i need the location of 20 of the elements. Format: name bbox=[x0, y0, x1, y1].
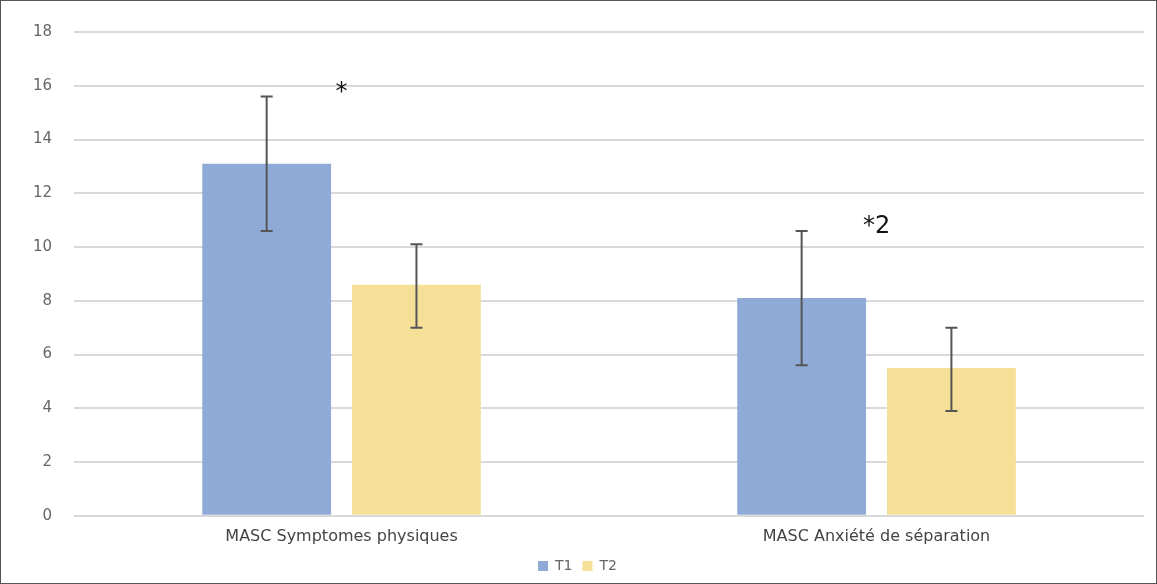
annotation: *2 bbox=[862, 211, 891, 240]
bar bbox=[737, 298, 867, 515]
y-tick-label: 16 bbox=[32, 75, 53, 94]
y-tick-label: 8 bbox=[42, 290, 53, 309]
legend-label: T2 bbox=[598, 556, 617, 573]
y-tick-label: 2 bbox=[42, 451, 53, 470]
y-tick-label: 18 bbox=[32, 21, 53, 40]
y-tick-label: 4 bbox=[42, 398, 53, 417]
y-tick-label: 0 bbox=[42, 505, 53, 524]
y-tick-label: 12 bbox=[32, 183, 53, 202]
x-tick-label: MASC Symptomes physiques bbox=[225, 525, 458, 545]
x-tick-label: MASC Anxiété de séparation bbox=[762, 525, 991, 545]
y-tick-label: 14 bbox=[32, 129, 53, 148]
legend-label: T1 bbox=[554, 556, 573, 573]
y-tick-label: 10 bbox=[32, 236, 53, 255]
y-tick-label: 6 bbox=[42, 344, 53, 363]
bar bbox=[352, 284, 481, 515]
bar bbox=[887, 367, 1016, 515]
annotation: * bbox=[335, 76, 348, 105]
bar bbox=[202, 163, 332, 515]
